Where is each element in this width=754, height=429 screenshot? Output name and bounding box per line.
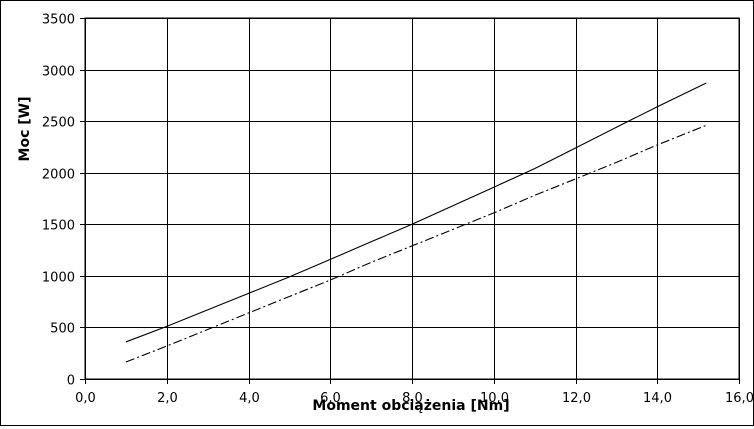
x-tick-label: 4,0 bbox=[239, 391, 260, 406]
y-tick-label: 2500 bbox=[42, 116, 75, 131]
y-tick-label: 1500 bbox=[42, 219, 75, 234]
x-tick-label: 16,0 bbox=[725, 391, 753, 406]
series-group bbox=[125, 82, 707, 363]
x-tick-label: 8,0 bbox=[402, 391, 423, 406]
series-line-1 bbox=[125, 82, 707, 343]
x-tick-label: 6,0 bbox=[320, 391, 341, 406]
tick-labels: 0 500 1000 1500 2000 2500 3000 3500 0,0 2,0 4,0 6,0… bbox=[42, 13, 754, 407]
y-tick-label: 0 bbox=[67, 374, 75, 389]
y-tick-label: 2000 bbox=[42, 168, 75, 183]
grid bbox=[80, 17, 740, 384]
x-tick-label: 2,0 bbox=[157, 391, 178, 406]
x-tick-label: 12,0 bbox=[562, 391, 591, 406]
y-tick-label: 3500 bbox=[42, 13, 75, 28]
series-line-2 bbox=[125, 124, 707, 363]
y-tick-label: 1000 bbox=[42, 271, 75, 286]
x-axis-title: Moment obciążenia [Nm] bbox=[312, 398, 509, 414]
x-tick-label: 10,0 bbox=[480, 391, 509, 406]
x-tick-label: 14,0 bbox=[643, 391, 672, 406]
y-tick-label: 500 bbox=[50, 322, 75, 337]
x-tick-label: 0,0 bbox=[75, 391, 96, 406]
y-tick-label: 3000 bbox=[42, 65, 75, 80]
y-axis-title: Moc [W] bbox=[17, 97, 33, 162]
